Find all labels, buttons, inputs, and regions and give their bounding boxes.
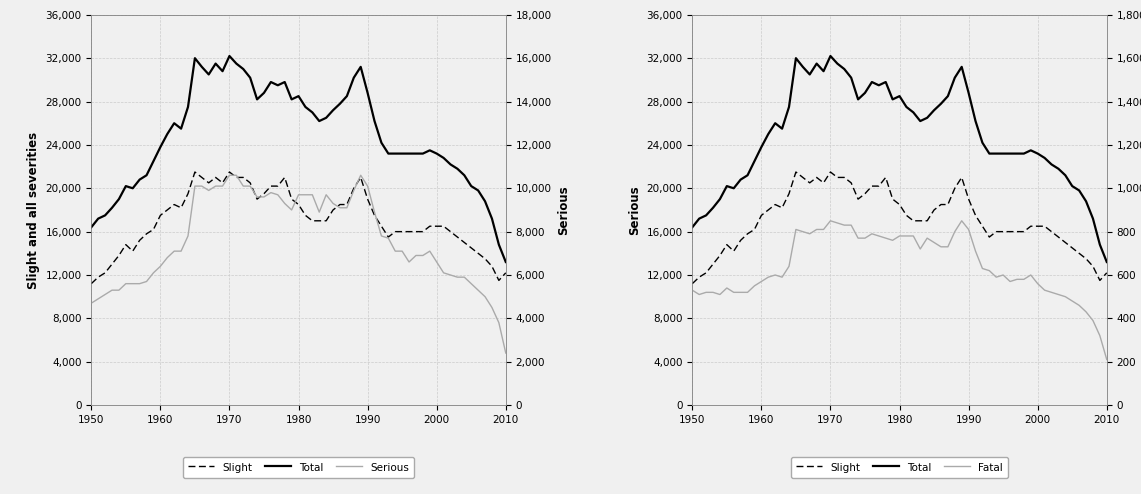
Line: Total: Total — [693, 56, 1107, 262]
Slight — [837, 174, 851, 180]
Slight — [790, 169, 803, 175]
Serious — [181, 233, 195, 239]
Total — [499, 259, 512, 265]
Legend: Slight, Total, Serious: Slight, Total, Serious — [183, 457, 414, 478]
Slight — [188, 169, 202, 175]
Line: Total: Total — [91, 56, 505, 262]
Total — [768, 120, 782, 126]
Total — [941, 93, 955, 99]
Total — [168, 120, 181, 126]
Line: Slight: Slight — [693, 172, 1107, 284]
Slight — [686, 281, 699, 287]
Total — [686, 224, 699, 230]
Serious — [84, 300, 98, 306]
Serious — [451, 274, 464, 280]
Serious — [222, 172, 236, 178]
Slight — [782, 191, 795, 197]
Fatal — [768, 272, 782, 278]
Total — [222, 53, 236, 59]
Serious — [236, 183, 250, 189]
Total — [84, 224, 98, 230]
Legend: Slight, Total, Fatal: Slight, Total, Fatal — [791, 457, 1009, 478]
Line: Fatal: Fatal — [693, 221, 1107, 360]
Total — [914, 118, 928, 124]
Slight — [768, 202, 782, 207]
Fatal — [941, 244, 955, 250]
Slight — [313, 218, 326, 224]
Line: Slight: Slight — [91, 172, 505, 284]
Total — [1052, 166, 1066, 172]
Fatal — [686, 287, 699, 293]
Total — [181, 104, 195, 110]
Slight — [914, 218, 928, 224]
Serious — [340, 205, 354, 211]
Fatal — [824, 218, 837, 224]
Slight — [340, 202, 354, 207]
Total — [236, 66, 250, 72]
Y-axis label: Serious: Serious — [628, 185, 641, 235]
Y-axis label: Slight and all severities: Slight and all severities — [27, 131, 40, 288]
Slight — [84, 281, 98, 287]
Y-axis label: Serious: Serious — [557, 185, 570, 235]
Slight — [1052, 234, 1066, 240]
Slight — [499, 270, 512, 276]
Line: Serious: Serious — [91, 175, 505, 353]
Total — [313, 118, 326, 124]
Slight — [168, 202, 181, 207]
Fatal — [782, 263, 795, 269]
Serious — [168, 248, 181, 254]
Slight — [941, 202, 955, 207]
Serious — [313, 209, 326, 215]
Fatal — [1100, 357, 1114, 363]
Fatal — [837, 222, 851, 228]
Slight — [1100, 270, 1114, 276]
Total — [451, 166, 464, 172]
Serious — [499, 350, 512, 356]
Fatal — [1052, 291, 1066, 297]
Total — [340, 93, 354, 99]
Slight — [451, 234, 464, 240]
Fatal — [914, 246, 928, 252]
Total — [837, 66, 851, 72]
Total — [1100, 259, 1114, 265]
Slight — [236, 174, 250, 180]
Total — [782, 104, 795, 110]
Total — [824, 53, 837, 59]
Slight — [181, 191, 195, 197]
